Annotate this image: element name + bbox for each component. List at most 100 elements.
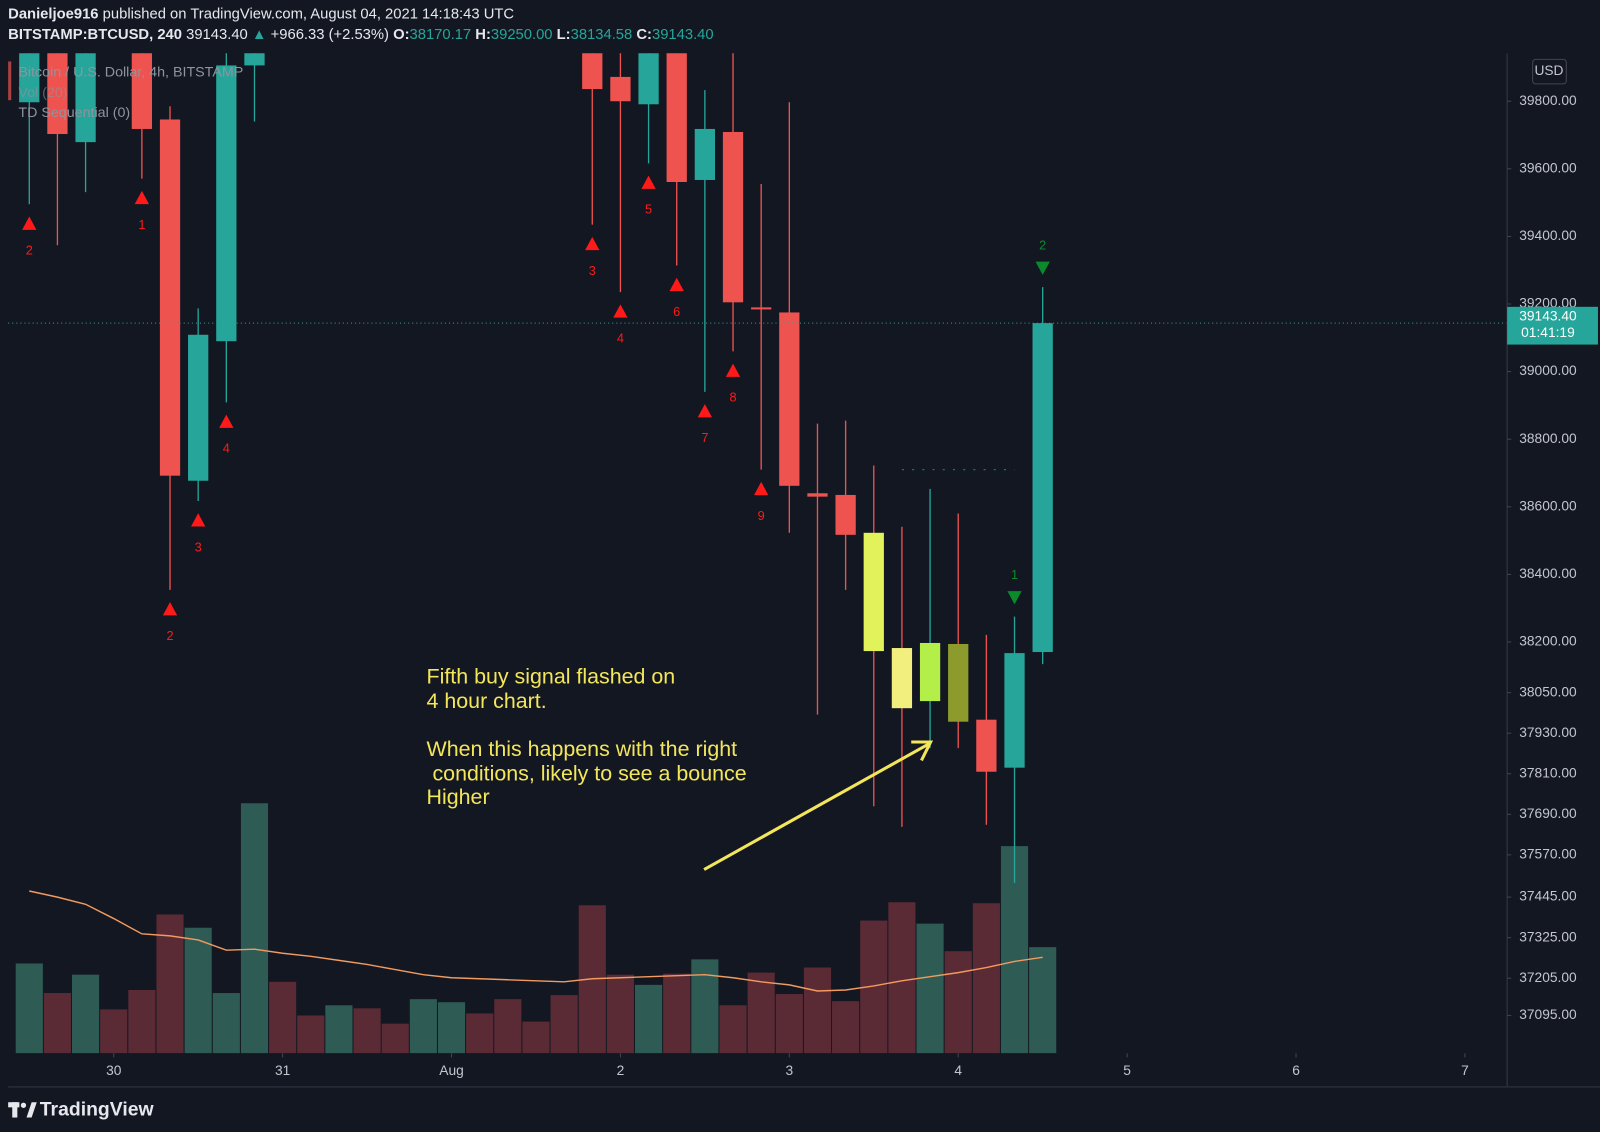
td-sell-marker xyxy=(1035,261,1050,275)
volume-bar xyxy=(437,1002,466,1054)
volume-bar xyxy=(100,1009,128,1054)
currency: USD xyxy=(1534,63,1563,78)
td-count: 5 xyxy=(645,202,652,217)
candle-body xyxy=(1004,653,1025,768)
y-tick-label: 39000.00 xyxy=(1519,363,1577,378)
volume-bar xyxy=(325,1005,353,1054)
td-buy-marker xyxy=(613,304,628,318)
volume-bar xyxy=(494,999,522,1054)
candle-body xyxy=(807,493,828,497)
volume-bar xyxy=(381,1023,409,1054)
y-tick-label: 38050.00 xyxy=(1519,684,1577,699)
candle-body xyxy=(948,643,969,722)
annotation-arrow xyxy=(703,742,930,871)
td-count: 2 xyxy=(26,243,33,258)
candle-body xyxy=(779,312,800,486)
logo-part xyxy=(20,1102,27,1108)
annotation-line: Fifth buy signal flashed on xyxy=(427,664,676,688)
candle-body xyxy=(610,76,631,102)
volume-bar xyxy=(719,1005,747,1054)
price-pane xyxy=(19,53,1053,883)
volume-legend: Vol (20) xyxy=(18,85,67,101)
axes: 39800.0039600.0039400.0039200.0039000.00… xyxy=(106,93,1598,1078)
td-count: 8 xyxy=(729,390,736,405)
y-tick-label: 37690.00 xyxy=(1519,806,1577,821)
publish-line: Danieljoe916 published on TradingView.co… xyxy=(8,6,514,22)
legend-marker xyxy=(8,61,12,101)
volume-bar xyxy=(888,902,916,1054)
volume-bar xyxy=(72,974,100,1054)
author: Danieljoe916 xyxy=(8,6,98,22)
y-tick-label: 37095.00 xyxy=(1519,1007,1577,1022)
x-tick-label: 6 xyxy=(1292,1063,1300,1078)
volume-bar xyxy=(550,995,578,1054)
x-tick-label: 3 xyxy=(785,1063,793,1078)
indicator-layer: 2 1 2 3 4 3 4 5 6 7 8 9 1 2 xyxy=(8,175,1508,643)
candle-body xyxy=(919,642,941,702)
x-tick-label: 31 xyxy=(275,1063,290,1078)
volume-bar xyxy=(466,1013,494,1054)
y-tick-label: 39400.00 xyxy=(1519,228,1577,243)
currency-box[interactable] xyxy=(1532,58,1567,85)
td-buy-marker xyxy=(162,602,178,616)
x-tick-label: 7 xyxy=(1461,1063,1469,1078)
volume-bar xyxy=(691,959,719,1054)
td-count: 1 xyxy=(138,217,145,232)
volume-bar xyxy=(43,993,71,1054)
x-tick-label: 4 xyxy=(954,1063,962,1078)
x-tick-label: 5 xyxy=(1123,1063,1131,1078)
volume-pane xyxy=(15,803,1057,1054)
candle-body xyxy=(722,131,744,303)
symbol-legend: BITSTAMP:BTCUSD, 240 39143.40 ▲ +966.33 … xyxy=(8,27,713,43)
volume-bar xyxy=(15,963,43,1054)
td-count: 7 xyxy=(701,430,708,445)
current-price-label: 39143.40 xyxy=(1519,309,1577,324)
td-buy-marker xyxy=(669,277,684,291)
annotation-line: 4 hour chart. xyxy=(427,689,547,713)
td-count: 4 xyxy=(223,441,230,456)
current-price-box xyxy=(1507,306,1598,345)
low-value: 38134.58 xyxy=(571,27,633,43)
indicator-legend: TD Sequential (0) xyxy=(18,105,130,121)
td-sell-marker xyxy=(1007,591,1022,605)
td-count: 4 xyxy=(617,330,624,345)
y-tick-label: 38600.00 xyxy=(1519,498,1577,513)
td-buy-marker xyxy=(641,175,656,189)
candle-body xyxy=(976,719,997,772)
candle-body xyxy=(666,53,687,183)
x-tick-label: Aug xyxy=(439,1063,464,1078)
candle-body xyxy=(159,119,181,476)
high-key: H: xyxy=(475,27,491,43)
td-count: 3 xyxy=(195,539,202,554)
y-tick-label: 37570.00 xyxy=(1519,847,1577,862)
annotation-line: When this happens with the right xyxy=(427,737,738,761)
td-count: 9 xyxy=(758,508,765,523)
volume-bar xyxy=(803,967,832,1054)
candle-body xyxy=(638,53,659,105)
td-buy-marker xyxy=(191,513,206,527)
volume-bar xyxy=(663,973,691,1054)
x-tick-label: 30 xyxy=(106,1063,122,1078)
open-key: O: xyxy=(393,27,409,43)
volume-bar xyxy=(747,972,775,1054)
volume-ma-line xyxy=(29,890,1043,992)
volume-bar xyxy=(775,994,803,1054)
brand-name: TradingView xyxy=(40,1099,155,1121)
td-buy-marker xyxy=(585,236,600,251)
symbol: BITSTAMP:BTCUSD, 240 xyxy=(8,27,182,43)
last-price: 39143.40 xyxy=(186,27,248,43)
td-count: 6 xyxy=(673,304,680,319)
td-count: 3 xyxy=(589,263,596,278)
y-tick-label: 38200.00 xyxy=(1519,634,1577,649)
y-tick-label: 39600.00 xyxy=(1519,160,1577,175)
high-value: 39250.00 xyxy=(491,27,553,43)
candle-body xyxy=(1032,323,1053,653)
candle-body xyxy=(47,53,68,135)
volume-bar xyxy=(972,903,1000,1054)
volume-bar xyxy=(635,984,663,1054)
logo-part xyxy=(26,1102,37,1118)
open-value: 38170.17 xyxy=(410,27,472,43)
candle-body xyxy=(751,307,772,310)
candle-body xyxy=(188,334,209,481)
td-buy-marker xyxy=(725,363,741,377)
